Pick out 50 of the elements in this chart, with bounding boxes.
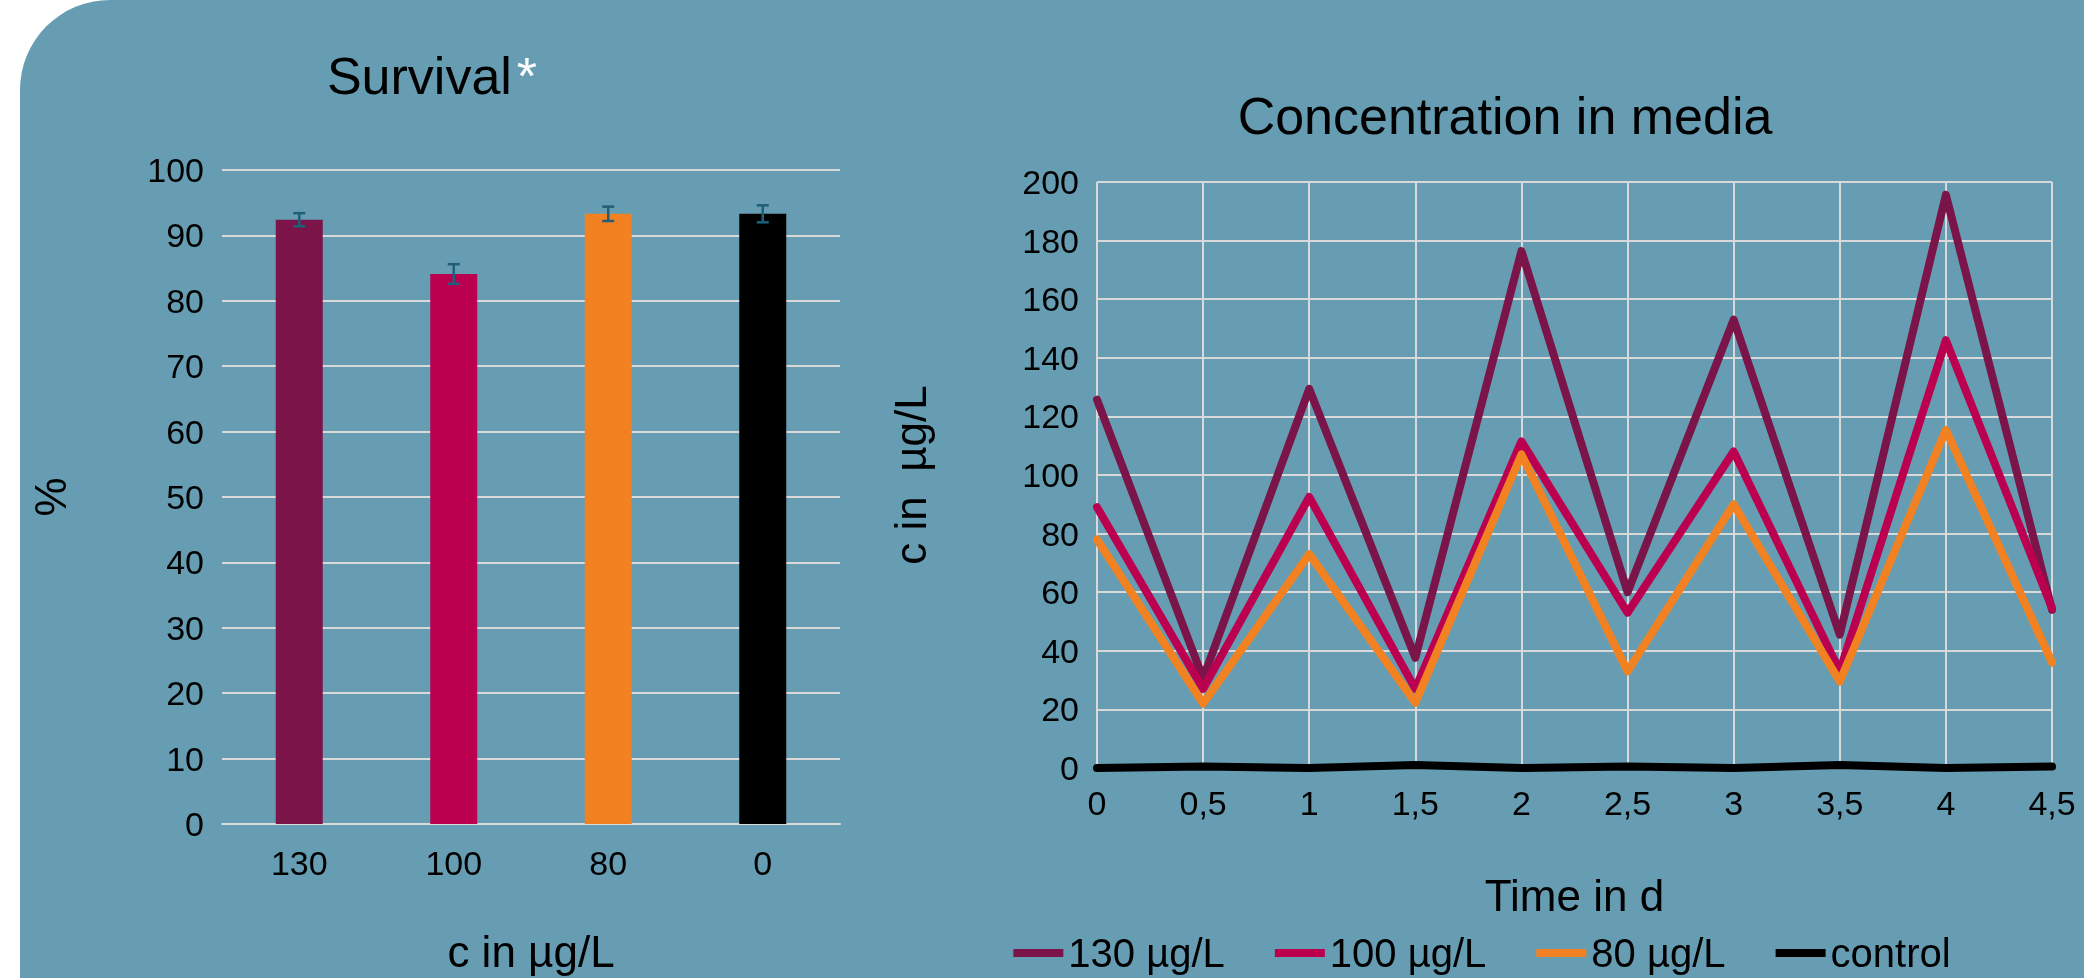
x-tick-label: 80 — [589, 844, 628, 882]
x-tick-label: 4 — [1936, 784, 1956, 822]
y-axis-title: % — [25, 477, 75, 517]
y-axis-title: c in µg/L — [885, 385, 935, 565]
x-tick-label: 0 — [753, 844, 773, 882]
y-tick-label: 160 — [1022, 280, 1079, 319]
y-tick-label: 80 — [1041, 514, 1079, 553]
chart-title: Survival — [326, 47, 512, 105]
x-tick-label: 3,5 — [1816, 784, 1864, 822]
x-tick-label: 4,5 — [2028, 784, 2076, 822]
x-tick-label: 1 — [1299, 784, 1319, 822]
x-tick-label: 0,5 — [1179, 784, 1227, 822]
x-tick-label: 0 — [1087, 784, 1107, 822]
x-tick-label: 2 — [1511, 784, 1531, 822]
y-tick-label: 60 — [166, 412, 204, 451]
legend-label: 130 µg/L — [1068, 931, 1225, 975]
bar — [739, 213, 787, 824]
y-tick-label: 180 — [1022, 221, 1079, 260]
y-tick-label: 200 — [1022, 163, 1079, 201]
y-tick-label: 40 — [166, 543, 204, 582]
chart-title: Concentration in media — [1237, 87, 1773, 145]
x-tick-label: 3 — [1724, 784, 1744, 822]
y-tick-label: 20 — [1041, 690, 1079, 729]
x-tick-label: 130 — [270, 844, 328, 882]
x-tick-label: 1,5 — [1391, 784, 1439, 822]
y-tick-label: 10 — [166, 739, 204, 778]
bar — [584, 213, 632, 824]
legend-label: 100 µg/L — [1329, 931, 1487, 975]
y-tick-label: 60 — [1041, 573, 1079, 612]
x-tick-label: 2,5 — [1603, 784, 1652, 822]
text: * — [516, 47, 538, 105]
x-tick-label: 100 — [425, 844, 483, 882]
bar — [430, 273, 478, 824]
y-tick-label: 100 — [1022, 456, 1079, 494]
y-tick-label: 30 — [166, 608, 204, 647]
y-tick-label: 120 — [1022, 397, 1079, 436]
y-tick-label: 80 — [166, 281, 204, 320]
y-tick-label: 20 — [166, 674, 204, 713]
y-tick-label: 90 — [166, 216, 204, 255]
bar — [275, 219, 323, 824]
y-tick-label: 70 — [166, 347, 204, 386]
x-axis-title: Time in d — [1484, 870, 1665, 920]
y-tick-label: 0 — [1060, 749, 1079, 787]
y-tick-label: 40 — [1041, 631, 1079, 670]
y-tick-label: 50 — [166, 478, 204, 516]
y-tick-label: 140 — [1022, 338, 1079, 377]
y-tick-label: 100 — [147, 151, 204, 189]
legend-label: 80 µg/L — [1591, 931, 1726, 975]
legend-label: control — [1830, 931, 1951, 975]
x-axis-title: c in µg/L — [447, 926, 615, 976]
